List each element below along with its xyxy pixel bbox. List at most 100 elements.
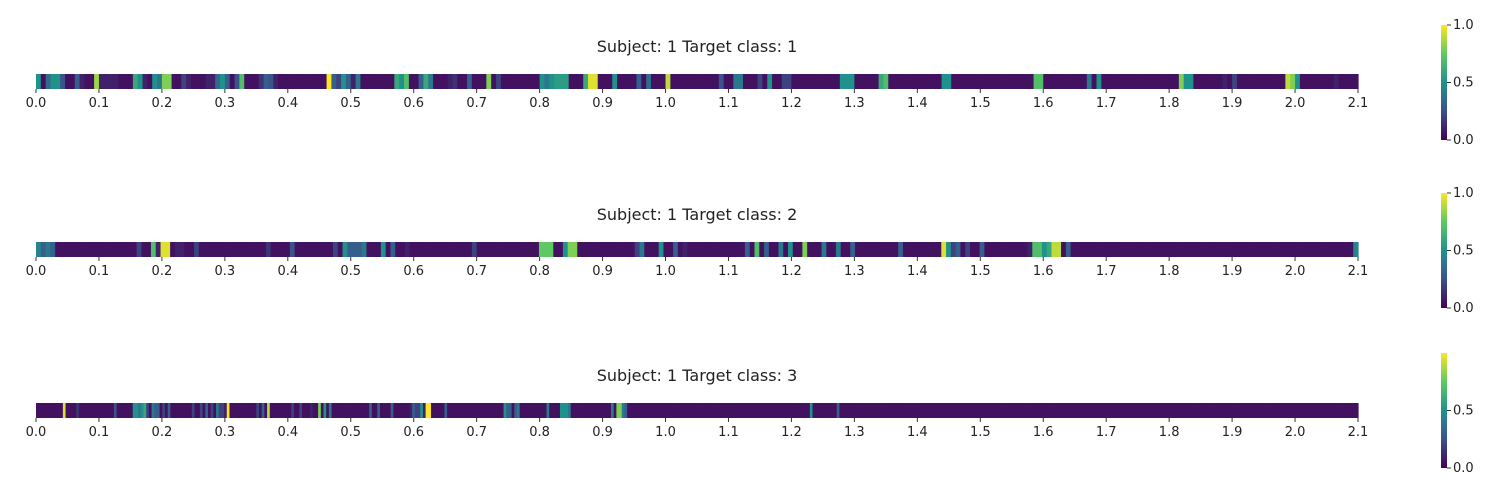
heatmap-cell — [871, 403, 875, 418]
heatmap-cell — [268, 74, 274, 89]
heatmap-cell — [646, 74, 652, 89]
x-tick-label: 1.1 — [718, 264, 739, 279]
heatmap-cell — [820, 403, 824, 418]
heatmap-cell — [1154, 74, 1161, 89]
heatmap-cell — [601, 242, 607, 257]
heatmap-cell — [1048, 74, 1054, 89]
heatmap-cell — [437, 74, 444, 89]
heatmap-cell — [210, 403, 214, 418]
heatmap-cell — [1032, 242, 1038, 257]
heatmap-cell — [1175, 242, 1182, 257]
heatmap-cell — [131, 242, 138, 257]
heatmap-cell — [688, 403, 693, 418]
heatmap-cell — [820, 74, 826, 89]
heatmap-cell — [1250, 403, 1254, 418]
heatmap-cell — [234, 74, 240, 89]
heatmap-cell — [380, 242, 387, 257]
x-tick-label: 1.2 — [781, 264, 802, 279]
heatmap-cell — [581, 403, 585, 418]
heatmap-cell — [162, 403, 166, 418]
heatmap-cell — [1033, 74, 1039, 89]
heatmap-cell — [1104, 242, 1110, 257]
heatmap-cell — [1143, 403, 1147, 418]
heatmap-cell — [1078, 403, 1082, 418]
heatmap-cell — [476, 242, 483, 257]
heatmap-cell — [645, 403, 650, 418]
heatmap-cell — [280, 403, 284, 418]
heatmap-cell — [275, 403, 279, 418]
heatmap-cell — [334, 403, 338, 418]
heatmap-cell — [971, 403, 975, 418]
heatmap-cell — [122, 242, 128, 257]
heatmap-cell — [668, 242, 674, 257]
heatmap-cell — [887, 403, 892, 418]
heatmap-cell — [234, 403, 239, 418]
heatmap-cell — [1263, 403, 1268, 418]
heatmap-cell — [859, 242, 866, 257]
heatmap-cell — [1239, 403, 1244, 418]
heatmap-cell — [1331, 403, 1335, 418]
heatmap-cell — [1214, 242, 1220, 257]
heatmap-cell — [307, 403, 311, 418]
heatmap-cell — [1038, 403, 1042, 418]
heatmap-cell — [443, 242, 449, 257]
heatmap-cell — [852, 403, 857, 418]
heatmap-cell — [105, 403, 110, 418]
heatmap-cell — [215, 74, 221, 89]
heatmap-cell — [1156, 403, 1160, 418]
heatmap-cell — [855, 403, 859, 418]
heatmap-cell — [520, 74, 526, 89]
heatmap-cell — [946, 403, 951, 418]
heatmap-cell — [1081, 403, 1085, 418]
heatmap-cell — [1339, 403, 1343, 418]
heatmap-cell — [734, 403, 738, 418]
heatmap-cell — [879, 403, 884, 418]
heatmap-cell — [816, 242, 823, 257]
heatmap-cell — [1110, 403, 1115, 418]
heatmap-cell — [665, 74, 671, 89]
heatmap-cell — [845, 242, 851, 257]
heatmap-cell — [659, 403, 663, 418]
heatmap-cell — [400, 242, 406, 257]
heatmap-cell — [970, 242, 976, 257]
heatmap-cell — [541, 403, 545, 418]
heatmap-cell — [835, 242, 842, 257]
heatmap-cell — [557, 403, 561, 418]
heatmap-cell — [1355, 403, 1359, 418]
heatmap-cell — [1019, 403, 1023, 418]
heatmap-cell — [985, 74, 991, 89]
heatmap-cell — [1247, 242, 1254, 257]
heatmap-cell — [482, 403, 486, 418]
heatmap-cell — [313, 242, 320, 257]
heatmap-cell — [1008, 403, 1012, 418]
heatmap-cell — [804, 403, 808, 418]
heatmap-cell — [1004, 74, 1010, 89]
heatmap-cell — [390, 403, 394, 418]
heatmap-cell — [100, 403, 104, 418]
heatmap-cell — [750, 403, 755, 418]
heatmap-cell — [394, 74, 400, 89]
heatmap-cell — [730, 242, 736, 257]
heatmap-cell — [59, 242, 66, 257]
heatmap-cell — [95, 403, 99, 418]
heatmap-cell — [1102, 403, 1107, 418]
heatmap-cell — [118, 74, 124, 89]
heatmap-cell — [766, 403, 771, 418]
heatmap-cell — [1209, 242, 1215, 257]
heatmap-cell — [744, 242, 751, 257]
heatmap-cell — [409, 403, 413, 418]
heatmap-cell — [226, 403, 231, 418]
x-tick-label: 2.0 — [1285, 96, 1306, 111]
heatmap-cell — [1129, 403, 1133, 418]
heatmap-cell — [1262, 242, 1268, 257]
heatmap-cell — [906, 403, 910, 418]
heatmap-cell — [930, 403, 935, 418]
heatmap-cell — [873, 74, 880, 89]
heatmap-cell — [640, 403, 644, 418]
heatmap-cell — [577, 242, 583, 257]
heatmap-cell — [462, 74, 468, 89]
heatmap-cell — [1106, 74, 1112, 89]
heatmap-cell — [809, 403, 814, 418]
heatmap-cell — [323, 242, 329, 257]
heatmap-cell — [1190, 242, 1196, 257]
